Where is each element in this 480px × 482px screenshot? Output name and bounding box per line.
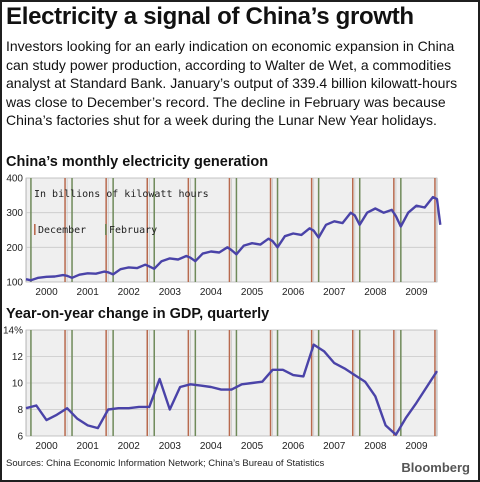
- electricity-x-tick-label: 2007: [323, 287, 346, 298]
- page-title: Electricity a signal of China’s growth: [6, 3, 414, 30]
- gdp-series-line: [25, 343, 439, 436]
- electricity-chart-title: China’s monthly electricity generation: [6, 154, 269, 170]
- gdp-x-tick-label: 2002: [118, 441, 141, 452]
- gdp-x-tick-label: 2004: [200, 441, 223, 452]
- gdp-x-tick-label: 2006: [282, 441, 305, 452]
- electricity-x-tick-label: 2004: [200, 287, 223, 298]
- gdp-gridlines: [26, 329, 437, 437]
- electricity-x-tick-label: 2002: [118, 287, 141, 298]
- electricity-x-tick-label: 2001: [77, 287, 100, 298]
- gdp-y-tick-label: 12: [12, 352, 24, 363]
- legend-february-label: February: [109, 225, 157, 236]
- legend-february: February: [105, 224, 157, 236]
- legend-december-label: December: [38, 225, 86, 236]
- electricity-x-tick-label: 2008: [364, 287, 387, 298]
- gdp-x-tick-label: 2000: [35, 441, 58, 452]
- electricity-y-tick-label: 300: [6, 208, 23, 219]
- gdp-chart-title: Year-on-year change in GDP, quarterly: [6, 306, 270, 322]
- electricity-x-tick-label: 2003: [159, 287, 182, 298]
- gdp-x-tick-labels: 2000 2001 2002 2003 2004 2005 2006 2007 2008 2009: [35, 441, 428, 452]
- legend-december-swatch: [34, 224, 36, 235]
- electricity-x-tick-label: 2006: [282, 287, 305, 298]
- legend-december: December: [34, 224, 86, 236]
- gdp-x-tick-label: 2005: [241, 441, 264, 452]
- gdp-y-tick-labels: 6 8 10 12 14%: [3, 326, 23, 443]
- gdp-y-tick-label: 6: [17, 432, 23, 443]
- electricity-x-tick-label: 2009: [405, 287, 428, 298]
- source-note: Sources: China Economic Information Netw…: [6, 458, 325, 469]
- gdp-y-tick-label: 10: [12, 379, 24, 390]
- gdp-x-tick-label: 2008: [364, 441, 387, 452]
- electricity-y-tick-label: 100: [6, 278, 23, 289]
- gdp-x-tick-label: 2007: [323, 441, 346, 452]
- electricity-y-tick-labels: 100 200 300 400: [6, 174, 23, 289]
- electricity-x-tick-label: 2000: [35, 287, 58, 298]
- legend-february-swatch: [105, 224, 107, 235]
- electricity-x-tick-labels: 2000 2001 2002 2003 2004 2005 2006 2007 2008 2009: [35, 287, 428, 298]
- electricity-y-tick-label: 200: [6, 243, 23, 254]
- gdp-y-tick-label: 14%: [3, 326, 23, 337]
- electricity-units-note: In billions of kilowatt hours: [34, 189, 209, 200]
- gdp-x-tick-label: 2001: [77, 441, 100, 452]
- electricity-series-line: [25, 195, 442, 282]
- gdp-y-tick-label: 8: [17, 405, 23, 416]
- bloomberg-logo: Bloomberg: [401, 460, 470, 475]
- electricity-y-tick-label: 400: [6, 174, 23, 185]
- intro-paragraph: Investors looking for an early indicatio…: [6, 38, 458, 128]
- gdp-x-tick-label: 2003: [159, 441, 182, 452]
- electricity-x-tick-label: 2005: [241, 287, 264, 298]
- gdp-x-tick-label: 2009: [405, 441, 428, 452]
- gdp-markers: [30, 330, 436, 436]
